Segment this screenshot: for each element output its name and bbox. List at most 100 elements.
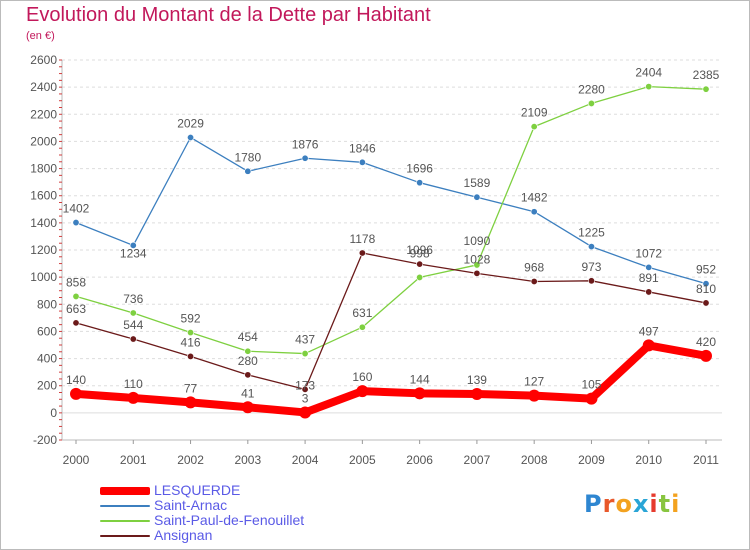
x-tick-label: 2002: [177, 453, 204, 467]
legend-label: Ansignan: [154, 527, 213, 543]
data-label-lesquerde: 144: [410, 372, 430, 386]
data-label-ansignan: 810: [696, 282, 716, 296]
data-label-lesquerde: 160: [352, 370, 372, 384]
series-line-lesquerde: [72, 341, 710, 417]
x-tick-label: 2009: [578, 453, 605, 467]
data-label-lesquerde: 77: [184, 381, 198, 395]
data-label-saint-paul-de-fenouillet: 2280: [578, 82, 605, 96]
legend-swatch: [100, 535, 150, 537]
data-label-saint-arnac: 1876: [292, 137, 319, 151]
data-point-lesquerde: [127, 391, 140, 404]
data-label-ansignan: 663: [66, 302, 86, 316]
x-tick-label: 2005: [349, 453, 376, 467]
data-point-lesquerde: [184, 396, 197, 409]
y-tick-label: 800: [37, 297, 57, 311]
data-label-lesquerde: 110: [124, 377, 143, 391]
data-label-saint-arnac: 1780: [234, 150, 261, 164]
y-tick-label: 200: [37, 379, 57, 393]
data-point-saint-paul-de-fenouillet: [72, 292, 80, 300]
y-tick-label: 2000: [30, 134, 57, 148]
data-point-lesquerde: [642, 339, 655, 352]
data-point-lesquerde: [528, 389, 541, 402]
data-point-ansignan: [358, 249, 366, 257]
x-tick-label: 2008: [521, 453, 548, 467]
data-point-ansignan: [187, 352, 195, 360]
data-point-lesquerde: [299, 406, 312, 419]
data-point-saint-paul-de-fenouillet: [244, 347, 252, 355]
data-point-saint-paul-de-fenouillet: [587, 99, 595, 107]
x-tick-label: 2004: [292, 453, 319, 467]
data-label-saint-paul-de-fenouillet: 2109: [521, 106, 548, 120]
x-tick-label: 2001: [120, 453, 147, 467]
legend-label: LESQUERDE: [154, 482, 241, 498]
data-label-ansignan: 891: [639, 271, 659, 285]
data-label-saint-arnac: 1402: [63, 202, 90, 216]
data-point-lesquerde: [356, 385, 369, 398]
data-point-ansignan: [473, 269, 481, 277]
data-point-saint-arnac: [358, 158, 366, 166]
legend-item: Saint-Arnac: [100, 497, 400, 513]
data-label-saint-paul-de-fenouillet: 592: [181, 312, 201, 326]
data-label-ansignan: 280: [238, 354, 258, 368]
data-point-saint-arnac: [702, 280, 710, 288]
data-label-saint-arnac: 1225: [578, 226, 605, 240]
data-point-lesquerde: [585, 392, 598, 405]
data-point-saint-arnac: [301, 154, 309, 162]
y-tick-label: 1000: [30, 270, 57, 284]
data-point-saint-arnac: [244, 167, 252, 175]
data-label-saint-arnac: 952: [696, 263, 716, 277]
data-label-lesquerde: 140: [66, 373, 86, 387]
data-label-saint-paul-de-fenouillet: 998: [410, 246, 430, 260]
data-point-saint-arnac: [587, 243, 595, 251]
data-point-ansignan: [129, 335, 137, 343]
y-tick-label: 600: [37, 324, 57, 338]
data-label-saint-arnac: 1846: [349, 141, 376, 155]
data-point-ansignan: [702, 299, 710, 307]
data-point-ansignan: [244, 371, 252, 379]
data-point-saint-arnac: [473, 193, 481, 201]
legend-label: Saint-Paul-de-Fenouillet: [154, 512, 305, 528]
legend-label: Saint-Arnac: [154, 497, 228, 513]
data-point-ansignan: [301, 385, 309, 393]
data-label-lesquerde: 41: [241, 386, 255, 400]
data-point-lesquerde: [241, 401, 254, 414]
data-label-ansignan: 173: [295, 378, 315, 392]
data-point-ansignan: [587, 277, 595, 285]
y-tick-label: 1200: [30, 243, 57, 257]
data-point-ansignan: [416, 260, 424, 268]
data-label-saint-paul-de-fenouillet: 736: [123, 292, 143, 306]
data-point-saint-paul-de-fenouillet: [129, 309, 137, 317]
data-point-saint-paul-de-fenouillet: [530, 123, 538, 131]
data-point-lesquerde: [70, 387, 82, 400]
x-tick-label: 2007: [464, 453, 491, 467]
y-tick-label: 2400: [30, 80, 57, 94]
data-point-ansignan: [72, 319, 80, 327]
data-label-saint-arnac: 1696: [406, 162, 433, 176]
y-tick-label: 1600: [30, 189, 57, 203]
data-point-lesquerde: [413, 387, 426, 400]
data-label-saint-arnac: 1072: [635, 246, 662, 260]
data-label-saint-paul-de-fenouillet: 858: [66, 275, 86, 289]
x-tick-label: 2000: [63, 453, 90, 467]
series-line-ansignan: [75, 252, 707, 391]
x-tick-label: 2006: [406, 453, 433, 467]
data-point-saint-arnac: [187, 133, 195, 141]
data-point-saint-arnac: [645, 263, 653, 271]
data-label-lesquerde: 139: [467, 373, 487, 387]
legend-item: Saint-Paul-de-Fenouillet: [100, 512, 400, 528]
legend-swatch: [100, 520, 150, 522]
y-tick-label: 2600: [30, 53, 57, 67]
data-label-saint-paul-de-fenouillet: 2404: [635, 66, 662, 80]
y-tick-label: 1800: [30, 162, 57, 176]
data-point-ansignan: [530, 277, 538, 285]
data-point-saint-paul-de-fenouillet: [702, 85, 710, 93]
data-point-ansignan: [645, 288, 653, 296]
y-tick-label: 1400: [30, 216, 57, 230]
x-tick-label: 2010: [635, 453, 662, 467]
data-label-saint-arnac: 2029: [177, 116, 204, 130]
data-label-ansignan: 544: [123, 318, 143, 332]
data-point-saint-arnac: [530, 208, 538, 216]
data-label-lesquerde: 105: [581, 378, 601, 392]
proxiti-logo: Proxiti: [584, 490, 681, 518]
data-label-ansignan: 1178: [349, 232, 375, 246]
